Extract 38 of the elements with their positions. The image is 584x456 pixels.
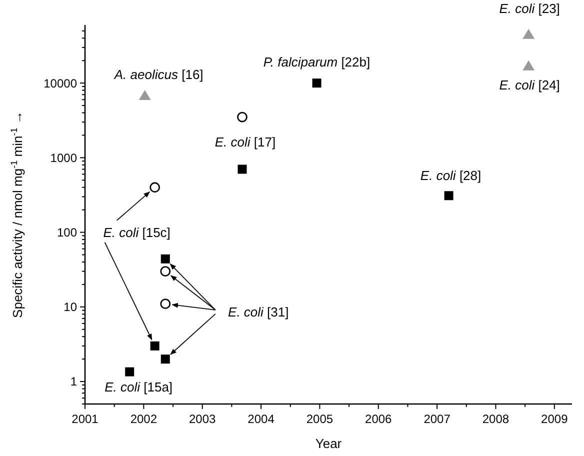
point	[160, 354, 170, 364]
annotation: P. falciparum [22b]	[263, 54, 370, 70]
annotation: E. coli [15c]	[103, 224, 170, 240]
y-tick-label: 10000	[44, 76, 78, 90]
y-tick-label: 100	[56, 226, 78, 240]
x-tick-label: 2003	[189, 412, 216, 426]
x-tick-label: 2001	[72, 412, 99, 426]
point	[522, 28, 535, 39]
x-tick-label: 2004	[248, 412, 275, 426]
y-tick-label: 1	[70, 374, 78, 389]
point	[238, 164, 247, 174]
y-tick-label: 10	[64, 300, 78, 314]
point	[150, 341, 160, 350]
annotation: E. coli [24]	[499, 77, 560, 92]
x-tick-label: 2005	[306, 412, 334, 426]
annotation: E. coli [23]	[499, 0, 560, 16]
annotation: E. coli [28]	[420, 168, 482, 184]
y-tick-label: 1000	[50, 150, 78, 165]
point	[160, 298, 171, 310]
point	[160, 254, 170, 264]
x-tick-label: 2007	[424, 412, 451, 426]
annotation: A. aeolicus [16]	[113, 67, 204, 82]
x-tick-label: 2006	[365, 412, 392, 426]
x-axis-title: Year	[315, 436, 342, 451]
point	[125, 367, 134, 376]
point	[312, 78, 322, 88]
annotation: E. coli [31]	[228, 304, 289, 320]
point	[237, 112, 248, 122]
point	[150, 182, 160, 193]
point	[522, 60, 535, 70]
point	[444, 191, 454, 200]
x-tick-label: 2009	[541, 412, 568, 426]
point	[138, 90, 151, 100]
x-tick-label: 2002	[130, 412, 158, 426]
annotation: E. coli [15a]	[104, 379, 173, 394]
x-tick-label: 2008	[482, 412, 510, 426]
annotation: E. coli [17]	[214, 134, 276, 150]
point	[160, 266, 171, 277]
